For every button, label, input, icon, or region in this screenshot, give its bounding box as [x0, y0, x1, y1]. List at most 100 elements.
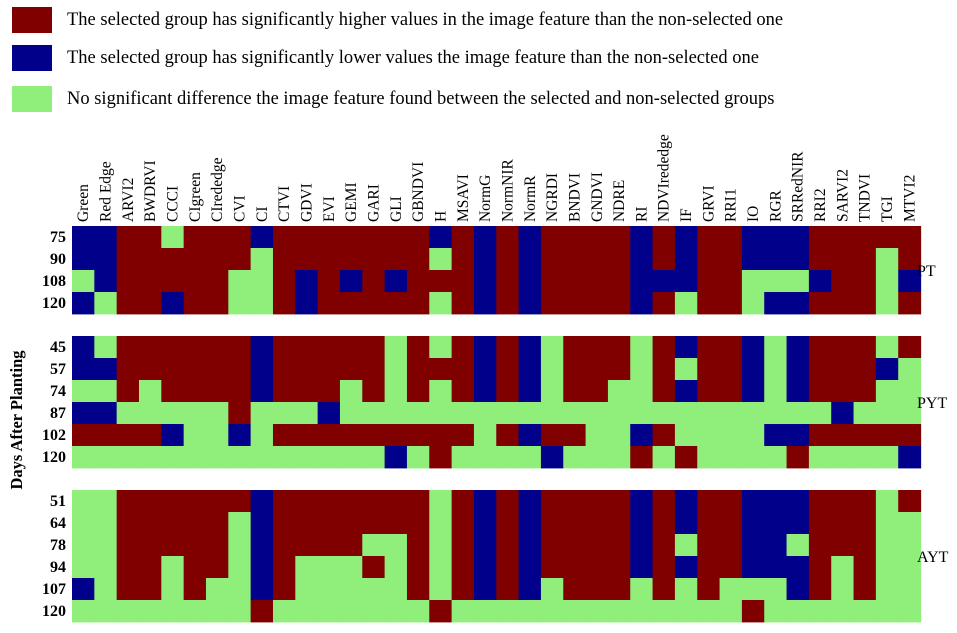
heatmap-cell [697, 292, 721, 315]
heatmap-cell [585, 336, 609, 359]
heatmap-cell [161, 270, 185, 293]
heatmap-cell [607, 512, 631, 535]
heatmap-cell [451, 424, 475, 447]
heatmap-cell [630, 292, 654, 315]
heatmap-cell [496, 556, 520, 579]
heatmap-cell [183, 292, 207, 315]
heatmap-cell [607, 336, 631, 359]
row-label: 75 [50, 229, 66, 246]
heatmap-cell [250, 446, 274, 469]
heatmap-cell [831, 578, 855, 601]
heatmap-cell [317, 446, 341, 469]
heatmap-cell [764, 226, 788, 249]
heatmap-cell [138, 402, 162, 425]
heatmap-cell [362, 292, 386, 315]
column-label: CTVI [276, 186, 293, 222]
heatmap-cell [429, 248, 453, 271]
heatmap-cell [607, 226, 631, 249]
heatmap-cell [585, 358, 609, 381]
heatmap-cell [362, 248, 386, 271]
heatmap-cell [585, 512, 609, 535]
heatmap-cell [94, 556, 118, 579]
heatmap-cell [540, 578, 564, 601]
heatmap-cell [72, 270, 95, 293]
heatmap-cell [630, 336, 654, 359]
heatmap-cell [228, 270, 252, 293]
heatmap-cell [652, 534, 676, 557]
heatmap-cell [652, 446, 676, 469]
heatmap-cell [831, 292, 855, 315]
heatmap-cell [138, 534, 162, 557]
column-label: CIgreen [187, 172, 204, 222]
heatmap-cell [116, 512, 140, 535]
heatmap-cell [339, 358, 363, 381]
heatmap-cell [250, 534, 274, 557]
heatmap-cell [116, 248, 140, 271]
heatmap-cell [406, 600, 430, 623]
heatmap-cell [250, 358, 274, 381]
heatmap-cell [116, 534, 140, 557]
heatmap-cell [831, 336, 855, 359]
heatmap-cell [518, 534, 542, 557]
heatmap-cell [741, 270, 765, 293]
heatmap-cell [741, 446, 765, 469]
heatmap-cell [339, 600, 363, 623]
heatmap-cell [697, 446, 721, 469]
heatmap-cell [875, 490, 899, 513]
heatmap-cell [697, 270, 721, 293]
heatmap-cell [898, 336, 922, 359]
heatmap-cell [116, 424, 140, 447]
row-label: 74 [50, 383, 66, 400]
heatmap-cell [183, 248, 207, 271]
heatmap-cell [384, 248, 408, 271]
row-label: 120 [42, 603, 66, 620]
row-label: 107 [42, 581, 66, 598]
heatmap-cell [808, 556, 832, 579]
heatmap-cell [518, 424, 542, 447]
legend-label-higher: The selected group has significantly hig… [67, 9, 784, 30]
heatmap-cell [764, 578, 788, 601]
heatmap-cell [138, 226, 162, 249]
heatmap-cell [228, 336, 252, 359]
heatmap-cell [339, 424, 363, 447]
heatmap-cell [473, 534, 497, 557]
heatmap-cell [496, 292, 520, 315]
column-label: TNDVI [857, 174, 874, 222]
heatmap-cell [831, 446, 855, 469]
heatmap-cell [161, 512, 185, 535]
heatmap-cell [563, 358, 587, 381]
heatmap-cell [451, 446, 475, 469]
heatmap-cell [831, 402, 855, 425]
heatmap-cell [183, 534, 207, 557]
heatmap-cell [295, 270, 319, 293]
heatmap-cell [228, 292, 252, 315]
heatmap-cell [406, 336, 430, 359]
heatmap-cell [473, 226, 497, 249]
heatmap-cell [72, 490, 95, 513]
heatmap-cell [630, 446, 654, 469]
heatmap-cell [808, 490, 832, 513]
column-label: RGR [767, 189, 784, 222]
heatmap-cell [250, 578, 274, 601]
heatmap-cell [138, 336, 162, 359]
heatmap-cell [250, 270, 274, 293]
heatmap-cell [630, 226, 654, 249]
heatmap-cell [72, 424, 95, 447]
column-label: IF [678, 208, 695, 222]
heatmap-cell [808, 534, 832, 557]
heatmap-cell [786, 556, 810, 579]
heatmap-cell [741, 402, 765, 425]
heatmap-cell [362, 402, 386, 425]
heatmap-cell [808, 292, 832, 315]
heatmap-cell [540, 600, 564, 623]
heatmap-cell [317, 490, 341, 513]
heatmap-cell [183, 358, 207, 381]
heatmap-cell [272, 600, 296, 623]
heatmap-cell [205, 336, 229, 359]
column-label: NDVIrededge [656, 134, 673, 222]
heatmap-cell [540, 380, 564, 403]
heatmap-cell [540, 490, 564, 513]
heatmap-cell [362, 380, 386, 403]
heatmap-cell [317, 402, 341, 425]
heatmap-cell [317, 600, 341, 623]
